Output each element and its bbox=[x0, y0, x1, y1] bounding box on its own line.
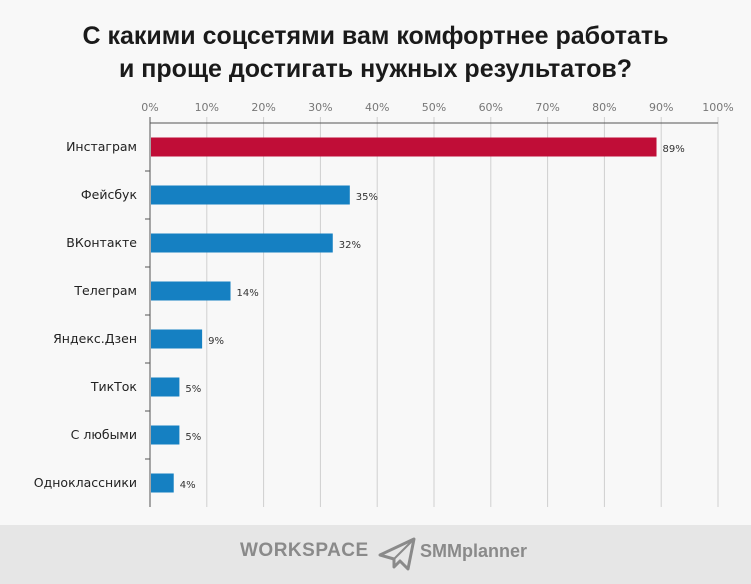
x-tick-label: 60% bbox=[479, 101, 503, 114]
x-tick-label: 100% bbox=[702, 101, 733, 114]
data-label: 4% bbox=[180, 480, 196, 491]
chart-title: С какими соцсетями вам комфортнее работа… bbox=[0, 20, 751, 86]
title-line-2: и проще достигать нужных результатов? bbox=[118, 55, 632, 83]
data-label: 5% bbox=[185, 432, 201, 443]
x-tick-label: 50% bbox=[422, 101, 446, 114]
data-label: 9% bbox=[208, 336, 224, 347]
category-label: ТикТок bbox=[90, 379, 138, 394]
bar bbox=[151, 137, 657, 157]
data-label: 35% bbox=[356, 192, 378, 203]
bar bbox=[151, 377, 180, 397]
data-label: 5% bbox=[185, 384, 201, 395]
x-tick-label: 20% bbox=[251, 101, 275, 114]
bar-chart: 0% 10% 20% 30% 40% 50% 60% 70% 80% 90% 100% Инстагр… bbox=[34, 101, 734, 507]
footer: WORKSPACE SMMplanner bbox=[0, 525, 751, 584]
category-label: С любыми bbox=[71, 427, 137, 442]
x-tick-label: 30% bbox=[308, 101, 332, 114]
x-tick-label: 90% bbox=[649, 101, 673, 114]
x-tick-label: 70% bbox=[535, 101, 559, 114]
title-line-1: С какими соцсетями вам комфортнее работа… bbox=[82, 22, 669, 50]
data-label: 14% bbox=[237, 288, 259, 299]
category-label: ВКонтакте bbox=[66, 235, 137, 250]
data-label: 89% bbox=[663, 144, 685, 155]
bar bbox=[151, 185, 350, 205]
category-label: Яндекс.Дзен bbox=[53, 331, 137, 346]
bar bbox=[151, 425, 180, 445]
x-tick-label: 80% bbox=[592, 101, 616, 114]
bar bbox=[151, 233, 333, 253]
data-label: 32% bbox=[339, 240, 361, 251]
bar bbox=[151, 329, 203, 349]
category-label: Фейсбук bbox=[81, 187, 138, 202]
x-tick-label: 0% bbox=[141, 101, 158, 114]
category-label: Одноклассники bbox=[34, 475, 137, 490]
smmplanner-logo: SMMplanner bbox=[420, 541, 528, 561]
workspace-logo: WORKSPACE bbox=[240, 540, 369, 561]
x-tick-label: 40% bbox=[365, 101, 389, 114]
paper-plane-icon bbox=[378, 537, 416, 571]
category-label: Телеграм bbox=[73, 283, 137, 298]
category-label: Инстаграм bbox=[66, 139, 137, 154]
bar bbox=[151, 473, 174, 493]
x-tick-label: 10% bbox=[195, 101, 219, 114]
bar bbox=[151, 281, 231, 301]
